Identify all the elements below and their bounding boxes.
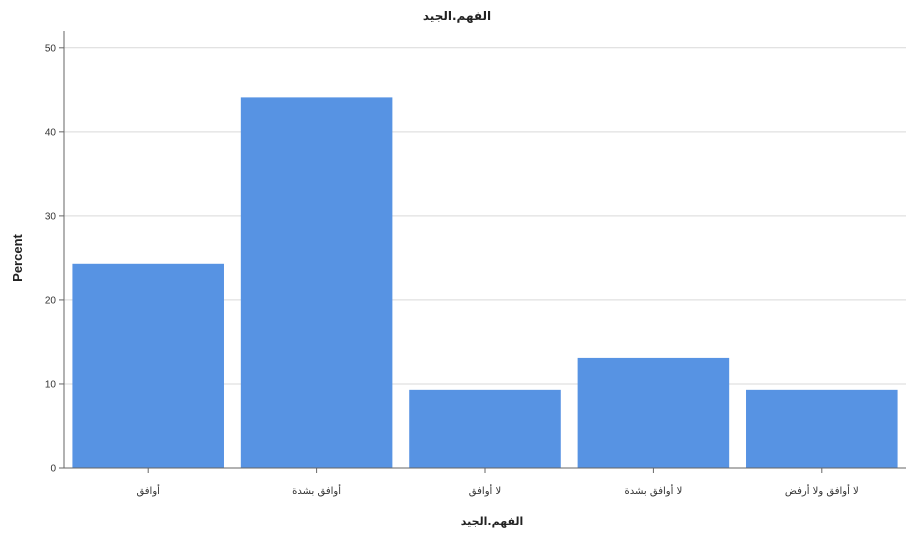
bar	[240, 97, 393, 468]
y-axis-title: Percent	[10, 233, 25, 281]
x-tick-label: لا أوافق	[469, 484, 501, 497]
x-axis-ticks: أوافق أوافق بشدة لا أوافق لا أوافق بشدة لا أ…	[136, 468, 859, 497]
y-axis-ticks: 0 10 20 30 40 50	[45, 43, 64, 475]
y-tick-label: 50	[45, 43, 57, 54]
y-tick-label: 10	[45, 379, 57, 390]
y-tick-label: 0	[50, 464, 56, 475]
x-axis-title: الفهم.الجيد	[461, 515, 524, 528]
bars	[72, 97, 898, 468]
x-tick-label: أوافق	[136, 484, 160, 497]
bar	[72, 263, 224, 468]
bar	[409, 389, 561, 468]
y-tick-label: 30	[45, 211, 57, 222]
x-tick-label: أوافق بشدة	[292, 484, 341, 497]
bar	[746, 389, 898, 468]
bar	[577, 357, 730, 468]
x-tick-label: لا أوافق ولا أرفض	[785, 484, 859, 497]
y-tick-label: 40	[45, 127, 57, 138]
x-tick-label: لا أوافق بشدة	[625, 484, 683, 497]
chart-title: الفهم.الجيد	[423, 9, 491, 23]
y-tick-label: 20	[45, 295, 57, 306]
